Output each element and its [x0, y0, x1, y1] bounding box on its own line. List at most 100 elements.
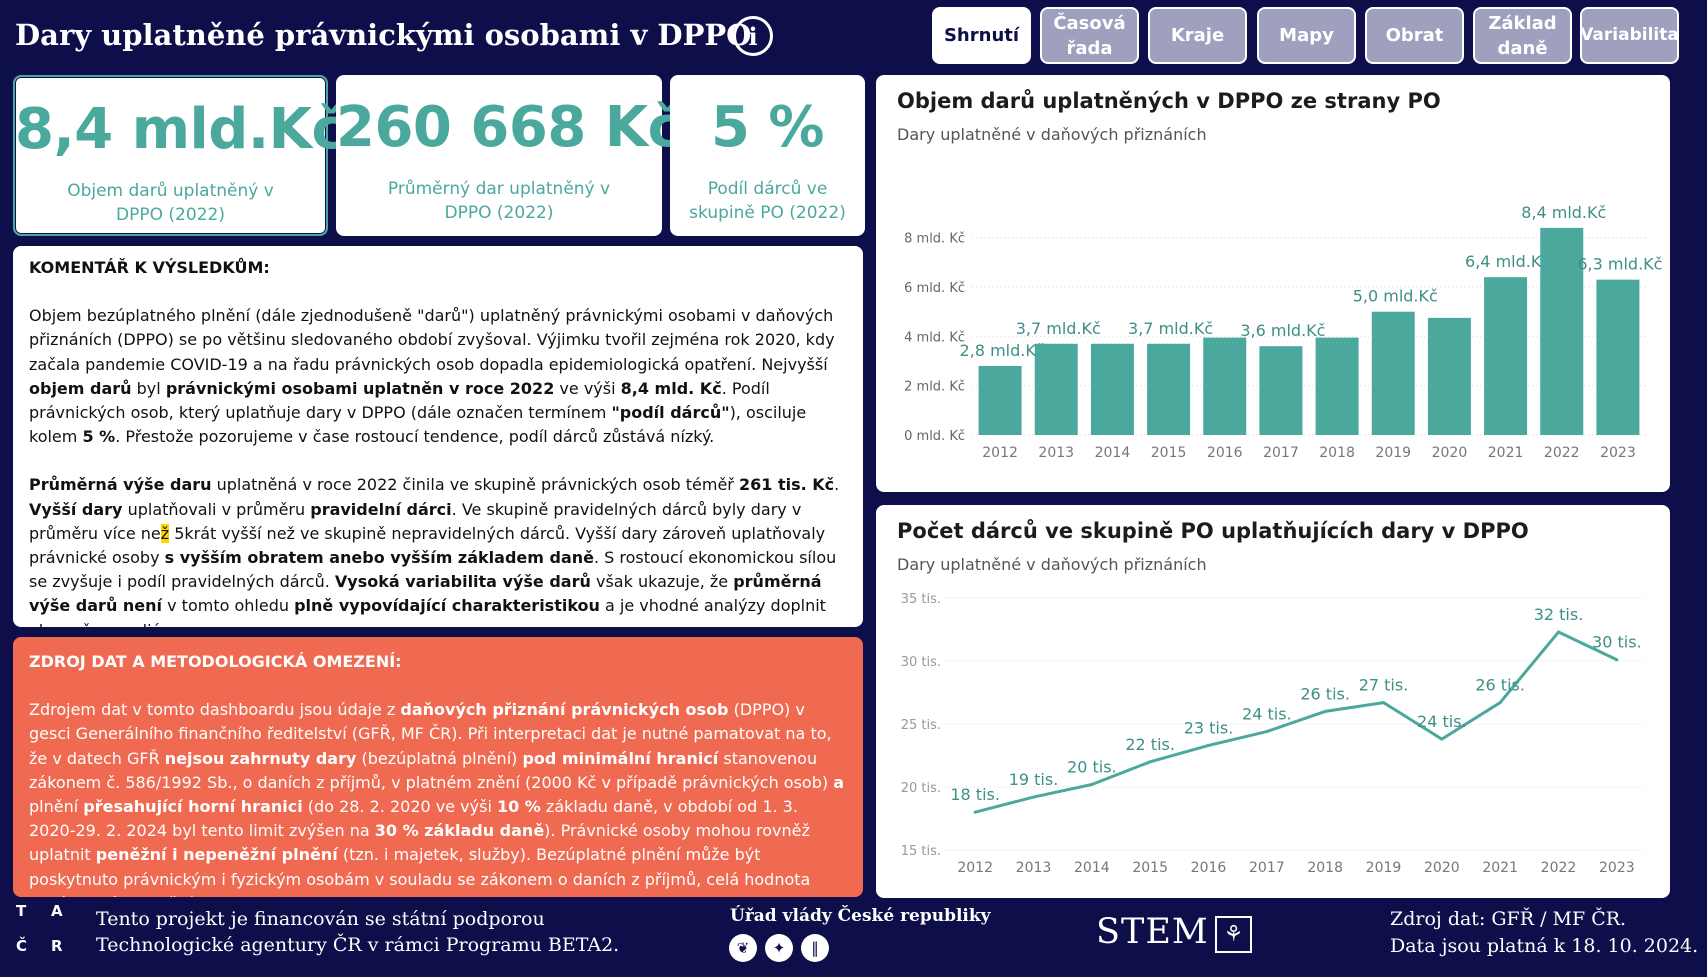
kpi-value: 5 % — [710, 95, 825, 160]
kpi-label: Objem darů uplatněný v DPPO (2022) — [67, 181, 274, 225]
data-point — [1148, 760, 1152, 764]
data-label: 2,8 mld.Kč — [960, 341, 1045, 360]
data-label: 23 tis. — [1184, 718, 1234, 737]
x-tick-label: 2020 — [1432, 445, 1468, 461]
bar — [1315, 337, 1359, 435]
line-chart-subtitle: Dary uplatněné v daňových přiznáních — [897, 555, 1207, 574]
bar — [978, 365, 1022, 435]
x-tick-label: 2019 — [1366, 860, 1402, 876]
comment-paragraph-2: Průměrná výše daru uplatněná v roce 2022… — [29, 475, 840, 627]
tab-mapy[interactable]: Mapy — [1257, 7, 1356, 64]
y-tick-label: 30 tis. — [901, 655, 941, 670]
data-label: 24 tis. — [1242, 705, 1292, 724]
series-line — [974, 630, 1618, 814]
data-label: 18 tis. — [950, 785, 1000, 804]
data-label: 32 tis. — [1534, 605, 1584, 624]
x-tick-label: 2021 — [1488, 445, 1524, 461]
data-point — [1440, 737, 1444, 741]
data-label: 22 tis. — [1125, 735, 1175, 754]
x-tick-label: 2017 — [1263, 445, 1299, 461]
footer-source-line: Zdroj dat: GFŘ / MF ČR. — [1390, 908, 1627, 930]
bar — [1147, 343, 1191, 435]
x-tick-label: 2012 — [957, 860, 993, 876]
x-tick-label: 2018 — [1319, 445, 1355, 461]
data-label: 26 tis. — [1300, 684, 1350, 703]
comment-box: KOMENTÁŘ K VÝSLEDKŮM: Objem bezúplatného… — [13, 246, 863, 627]
source-heading: ZDROJ DAT A METODOLOGICKÁ OMEZENÍ: — [29, 652, 402, 671]
tacr-logo: T A Č R — [14, 902, 74, 962]
x-tick-label: 2012 — [982, 445, 1018, 461]
y-tick-label: 35 tis. — [901, 592, 941, 607]
y-tick-label: 6 mld. Kč — [904, 281, 965, 296]
kpi-value: 260 668 Kč — [336, 95, 681, 160]
bar — [1427, 317, 1471, 435]
kpi-card-total: 8,4 mld.Kč Objem darů uplatněný v DPPO (… — [13, 75, 345, 236]
y-tick-label: 4 mld. Kč — [904, 330, 965, 345]
data-label: 3,7 mld.Kč — [1016, 319, 1101, 338]
x-tick-label: 2016 — [1191, 860, 1227, 876]
bar — [1540, 227, 1584, 435]
x-tick-label: 2017 — [1249, 860, 1285, 876]
source-paragraph: Zdrojem dat v tomto dashboardu jsou údaj… — [29, 700, 844, 897]
tab-casova-rada[interactable]: Časová řada — [1040, 7, 1139, 64]
bar-chart-panel: Objem darů uplatněných v DPPO ze strany … — [876, 75, 1670, 492]
x-tick-label: 2014 — [1095, 445, 1131, 461]
footer-source-line: Data jsou platná k 18. 10. 2024. — [1390, 935, 1699, 957]
x-tick-label: 2013 — [1038, 445, 1074, 461]
x-tick-label: 2021 — [1482, 860, 1518, 876]
line-chart-title: Počet dárců ve skupině PO uplatňujících … — [897, 519, 1529, 543]
data-point — [1557, 630, 1560, 634]
bar-chart: 0 mld. Kč 2 mld. Kč 4 mld. Kč 6 mld. Kč 8 ml… — [904, 203, 1662, 461]
x-tick-label: 2015 — [1151, 445, 1187, 461]
y-tick-label: 25 tis. — [901, 718, 941, 733]
data-label: 26 tis. — [1475, 676, 1525, 695]
data-point — [1498, 701, 1502, 705]
data-point — [1382, 701, 1385, 705]
data-point — [973, 810, 977, 814]
footer-source-text: Zdroj dat: GFŘ / MF ČR. Data jsou platná… — [1390, 906, 1698, 960]
info-icon[interactable]: i — [733, 16, 773, 56]
tab-obrat[interactable]: Obrat — [1365, 7, 1464, 64]
kpi-card-share: 5 % Podíl dárců ve skupině PO (2022) — [670, 75, 865, 236]
kpi-value: 8,4 mld.Kč — [15, 97, 345, 162]
bar-chart-subtitle: Dary uplatněné v daňových přiznáních — [897, 125, 1207, 144]
comment-paragraph-1: Objem bezúplatného plnění (dále zjednodu… — [29, 306, 835, 447]
source-box: ZDROJ DAT A METODOLOGICKÁ OMEZENÍ: Zdroj… — [13, 637, 863, 897]
data-point — [1323, 709, 1327, 713]
bar — [1371, 311, 1415, 435]
tacr-letter: T — [16, 902, 27, 920]
x-tick-label: 2016 — [1207, 445, 1243, 461]
bar-chart-title: Objem darů uplatněných v DPPO ze strany … — [897, 89, 1441, 113]
x-tick-label: 2022 — [1544, 445, 1580, 461]
bar — [1259, 346, 1303, 435]
page-title: Dary uplatněné právnickými osobami v DPP… — [15, 18, 752, 52]
x-tick-label: 2019 — [1375, 445, 1411, 461]
footer-project-line: Tento projekt je financován se státní po… — [96, 908, 545, 930]
x-tick-label: 2023 — [1599, 860, 1635, 876]
data-label: 8,4 mld.Kč — [1521, 203, 1606, 222]
y-tick-label: 8 mld. Kč — [904, 232, 965, 247]
lion-emblem-icon: ❦ — [729, 934, 757, 962]
tacr-letter: A — [51, 902, 63, 920]
data-label: 6,4 mld.Kč — [1465, 252, 1550, 271]
data-point — [1032, 795, 1035, 799]
bar — [1090, 343, 1134, 435]
tab-variabilita[interactable]: Variabilita — [1580, 7, 1679, 64]
tab-zaklad-dane[interactable]: Základ daně — [1473, 7, 1572, 64]
y-tick-label: 2 mld. Kč — [904, 380, 965, 395]
x-tick-label: 2020 — [1424, 860, 1460, 876]
stem-logo: STEM — [1096, 912, 1209, 952]
tab-shrnuti[interactable]: Shrnutí — [932, 7, 1031, 64]
tab-kraje[interactable]: Kraje — [1148, 7, 1247, 64]
columns-icon: ‖ — [801, 934, 829, 962]
x-tick-label: 2013 — [1016, 860, 1052, 876]
y-tick-label: 0 mld. Kč — [904, 429, 965, 444]
kpi-label: Podíl dárců ve skupině PO (2022) — [689, 179, 846, 223]
x-tick-label: 2023 — [1600, 445, 1636, 461]
tacr-letter: R — [51, 937, 63, 955]
footer-project-line: Technologické agentury ČR v rámci Progra… — [96, 934, 620, 956]
footer-gov-label: Úřad vlády České republiky — [730, 906, 991, 926]
line-chart-panel: Počet dárců ve skupině PO uplatňujících … — [876, 505, 1670, 898]
bar — [1034, 343, 1078, 435]
tacr-letter: Č — [16, 937, 28, 955]
